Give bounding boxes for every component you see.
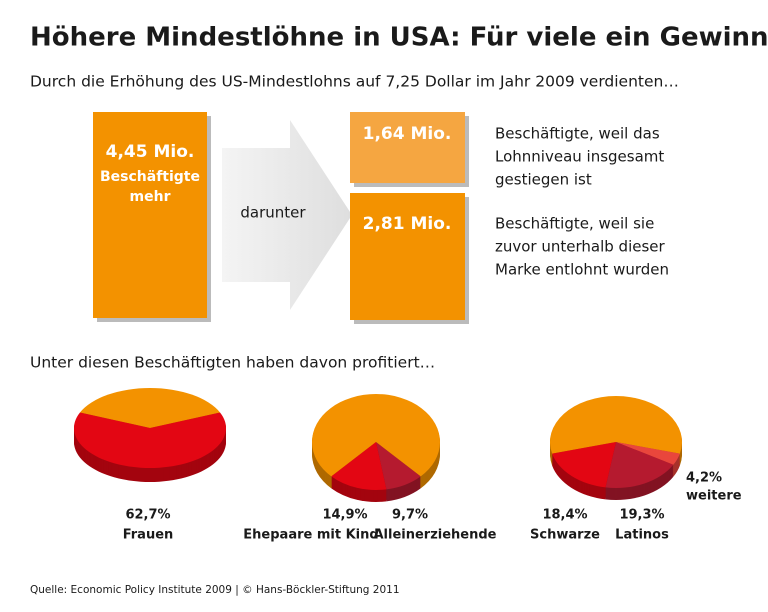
category-label: Schwarze [530,528,600,543]
desc: Lohnniveau insgesamt [495,148,664,166]
pie-slice [605,442,674,488]
box-text: Beschäftigte [100,169,200,185]
footer: Quelle: Economic Policy Institute 2009 |… [30,584,400,596]
pie-slice [552,442,616,488]
lower-box [350,193,465,320]
box-value: 2,81 Mio. [363,214,452,234]
upper-box [350,112,465,183]
pie-slice [616,442,680,465]
value-label: 14,9% [322,508,367,523]
value-label: 19,3% [619,508,664,523]
category-label: Ehepaare mit Kind [243,528,378,543]
pie-rest [311,394,440,477]
value-label: 9,7% [392,508,428,523]
box-text: mehr [130,189,171,205]
box-value: 1,64 Mio. [363,124,452,144]
desc: Marke entlohnt wurden [495,261,669,279]
title: Höhere Mindestlöhne in USA: Für viele ei… [30,23,768,53]
desc: gestiegen ist [495,171,592,189]
pie-slice [376,442,421,490]
arrow [222,120,352,310]
value-label: 62,7% [125,508,170,523]
desc: zuvor unterhalb dieser [495,238,666,256]
category-label: Frauen [123,528,174,543]
section-title: Unter diesen Beschäftigten haben davon p… [30,354,435,372]
total-box [93,112,207,318]
category-label: weitere [686,489,742,504]
desc: Beschäftigte, weil sie [495,215,654,233]
value-label: 18,4% [542,508,587,523]
box-value: 4,45 Mio. [106,142,195,162]
pie-rest [79,388,221,428]
value-label: 4,2% [686,471,722,486]
category-label: Alleinerziehende [373,528,496,543]
subtitle: Durch die Erhöhung des US-Mindestlohns a… [30,73,679,91]
pie-slice [331,442,387,490]
desc: Beschäftigte, weil das [495,125,660,143]
pie-slice [73,412,227,469]
arrow-label: darunter [240,204,306,222]
category-label: Latinos [615,528,669,543]
pie-rest [550,396,682,454]
